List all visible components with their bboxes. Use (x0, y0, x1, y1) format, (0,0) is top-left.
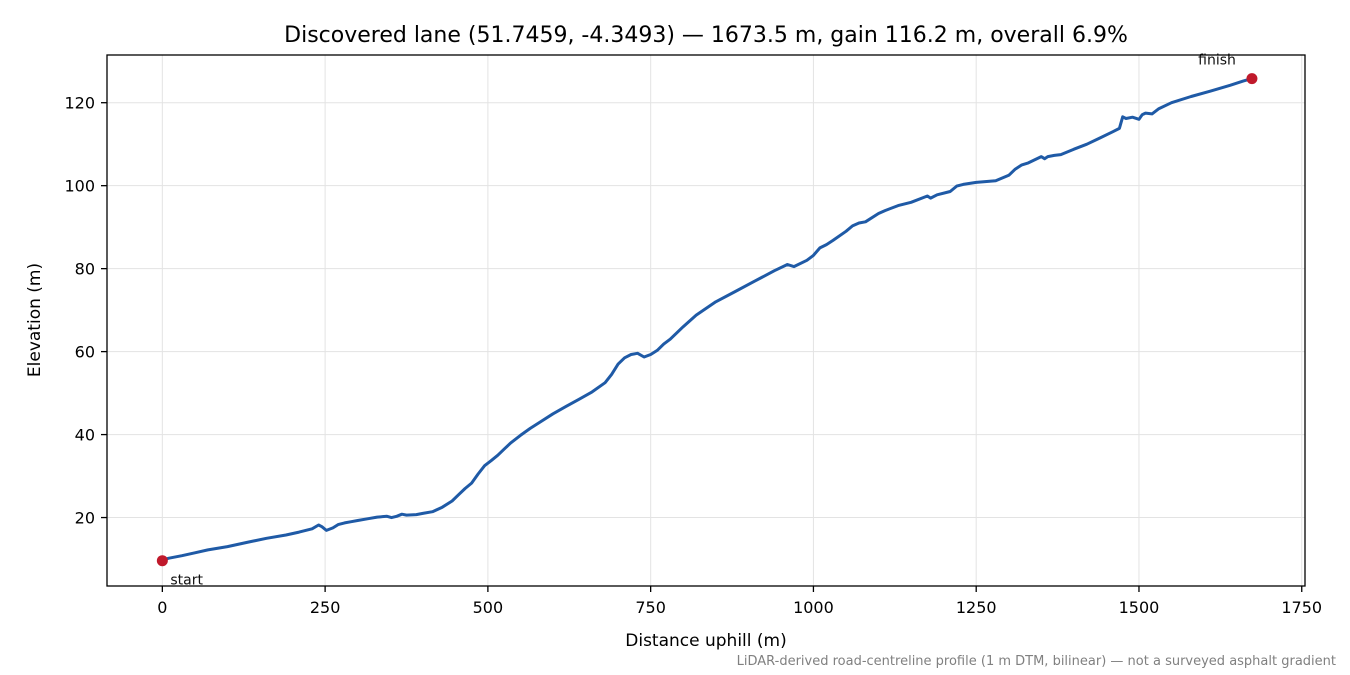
grid (107, 55, 1305, 586)
chart-title: Discovered lane (51.7459, -4.3493) — 167… (284, 23, 1128, 48)
x-tick-label-4: 1000 (793, 598, 834, 617)
start-label: start (170, 573, 203, 589)
endpoint-markers: start finish (156, 53, 1258, 589)
y-tick-label-1: 40 (75, 426, 95, 445)
x-tick-label-7: 1750 (1281, 598, 1322, 617)
y-tick-label-4: 100 (64, 177, 95, 196)
footnote: LiDAR-derived road-centreline profile (1… (737, 654, 1336, 669)
x-axis-label: Distance uphill (m) (625, 631, 786, 651)
y-tick-label-0: 20 (75, 509, 95, 528)
y-axis-ticks: 20 40 60 80 100 120 (64, 94, 107, 528)
y-tick-label-3: 80 (75, 260, 95, 279)
plot-frame (106, 54, 1306, 587)
x-tick-label-1: 250 (310, 598, 341, 617)
finish-label: finish (1198, 53, 1236, 69)
elevation-line (160, 77, 1254, 562)
y-tick-label-5: 120 (64, 94, 95, 113)
x-tick-label-6: 1500 (1119, 598, 1160, 617)
x-tick-label-3: 750 (635, 598, 666, 617)
x-tick-label-5: 1250 (956, 598, 997, 617)
x-axis-ticks: 0 250 500 750 1000 1250 1500 1750 (157, 586, 1322, 617)
x-tick-label-0: 0 (157, 598, 167, 617)
finish-marker (1246, 73, 1258, 85)
start-marker (156, 555, 168, 567)
y-axis-label: Elevation (m) (25, 263, 45, 377)
x-tick-label-2: 500 (473, 598, 504, 617)
y-tick-label-2: 60 (75, 343, 95, 362)
